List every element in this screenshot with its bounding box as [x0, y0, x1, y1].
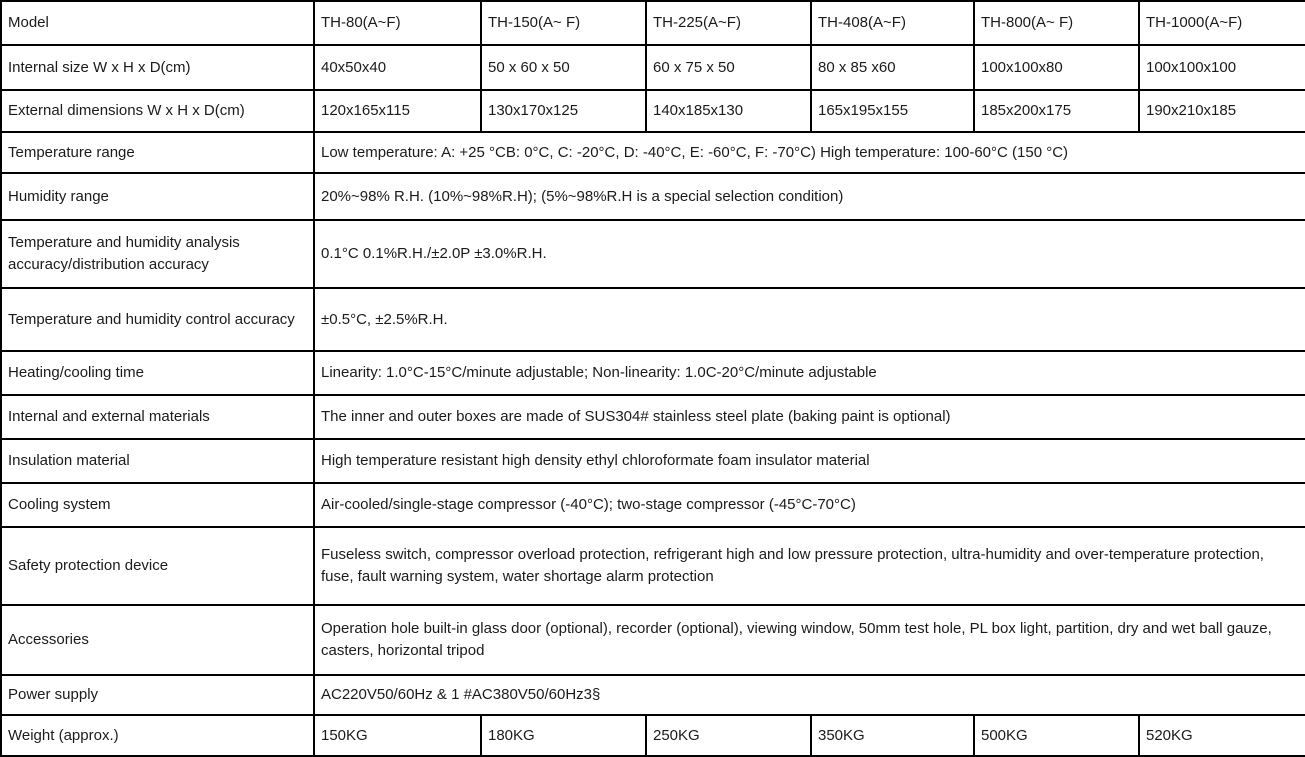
- cell-value: 190x210x185: [1138, 89, 1305, 133]
- table-row-materials: Internal and external materials The inne…: [0, 394, 1305, 440]
- table-row-heating-cooling-time: Heating/cooling time Linearity: 1.0°C-15…: [0, 350, 1305, 396]
- cell-value: ±0.5°C, ±2.5%R.H.: [313, 287, 1305, 352]
- row-label: Insulation material: [0, 438, 315, 484]
- table-row-model: Model TH-80(A~F) TH-150(A~ F) TH-225(A~F…: [0, 0, 1305, 46]
- cell-value: 520KG: [1138, 714, 1305, 757]
- cell-value: 350KG: [810, 714, 975, 757]
- cell-value: Air-cooled/single-stage compressor (-40°…: [313, 482, 1305, 528]
- row-label: Weight (approx.): [0, 714, 315, 757]
- cell-value: 130x170x125: [480, 89, 647, 133]
- cell-value: 180KG: [480, 714, 647, 757]
- cell-value: 500KG: [973, 714, 1140, 757]
- cell-value: Low temperature: A: +25 °CB: 0°C, C: -20…: [313, 131, 1305, 174]
- cell-value: 80 x 85 x60: [810, 44, 975, 91]
- table-row-analysis-accuracy: Temperature and humidity analysis accura…: [0, 219, 1305, 289]
- cell-value: 40x50x40: [313, 44, 482, 91]
- cell-value: Linearity: 1.0°C-15°C/minute adjustable;…: [313, 350, 1305, 396]
- cell-value: Fuseless switch, compressor overload pro…: [313, 526, 1305, 606]
- table-row-safety-protection: Safety protection device Fuseless switch…: [0, 526, 1305, 606]
- cell-value: 250KG: [645, 714, 812, 757]
- cell-value: TH-408(A~F): [810, 0, 975, 46]
- row-label: Power supply: [0, 674, 315, 716]
- row-label: Cooling system: [0, 482, 315, 528]
- cell-value: 185x200x175: [973, 89, 1140, 133]
- table-row-external-dimensions: External dimensions W x H x D(cm) 120x16…: [0, 89, 1305, 133]
- cell-value: TH-225(A~F): [645, 0, 812, 46]
- table-row-humidity-range: Humidity range 20%~98% R.H. (10%~98%R.H)…: [0, 172, 1305, 221]
- cell-value: TH-150(A~ F): [480, 0, 647, 46]
- row-label: Temperature and humidity control accurac…: [0, 287, 315, 352]
- cell-value: 0.1°C 0.1%R.H./±2.0P ±3.0%R.H.: [313, 219, 1305, 289]
- row-label: Temperature range: [0, 131, 315, 174]
- table-row-weight: Weight (approx.) 150KG 180KG 250KG 350KG…: [0, 714, 1305, 757]
- cell-value: 100x100x80: [973, 44, 1140, 91]
- cell-value: 165x195x155: [810, 89, 975, 133]
- table-row-control-accuracy: Temperature and humidity control accurac…: [0, 287, 1305, 352]
- cell-value: 150KG: [313, 714, 482, 757]
- table-row-insulation-material: Insulation material High temperature res…: [0, 438, 1305, 484]
- row-label: Model: [0, 0, 315, 46]
- cell-value: TH-1000(A~F): [1138, 0, 1305, 46]
- cell-value: High temperature resistant high density …: [313, 438, 1305, 484]
- row-label: Internal size W x H x D(cm): [0, 44, 315, 91]
- row-label: Safety protection device: [0, 526, 315, 606]
- table-row-cooling-system: Cooling system Air-cooled/single-stage c…: [0, 482, 1305, 528]
- cell-value: Operation hole built-in glass door (opti…: [313, 604, 1305, 676]
- cell-value: AC220V50/60Hz & 1 #AC380V50/60Hz3§: [313, 674, 1305, 716]
- row-label: Temperature and humidity analysis accura…: [0, 219, 315, 289]
- table-row-internal-size: Internal size W x H x D(cm) 40x50x40 50 …: [0, 44, 1305, 91]
- row-label: External dimensions W x H x D(cm): [0, 89, 315, 133]
- row-label: Humidity range: [0, 172, 315, 221]
- table-row-temperature-range: Temperature range Low temperature: A: +2…: [0, 131, 1305, 174]
- cell-value: TH-800(A~ F): [973, 0, 1140, 46]
- cell-value: 140x185x130: [645, 89, 812, 133]
- table-row-accessories: Accessories Operation hole built-in glas…: [0, 604, 1305, 676]
- row-label: Internal and external materials: [0, 394, 315, 440]
- cell-value: 120x165x115: [313, 89, 482, 133]
- row-label: Heating/cooling time: [0, 350, 315, 396]
- cell-value: 100x100x100: [1138, 44, 1305, 91]
- row-label: Accessories: [0, 604, 315, 676]
- cell-value: 50 x 60 x 50: [480, 44, 647, 91]
- cell-value: The inner and outer boxes are made of SU…: [313, 394, 1305, 440]
- cell-value: 60 x 75 x 50: [645, 44, 812, 91]
- cell-value: 20%~98% R.H. (10%~98%R.H); (5%~98%R.H is…: [313, 172, 1305, 221]
- table-row-power-supply: Power supply AC220V50/60Hz & 1 #AC380V50…: [0, 674, 1305, 716]
- cell-value: TH-80(A~F): [313, 0, 482, 46]
